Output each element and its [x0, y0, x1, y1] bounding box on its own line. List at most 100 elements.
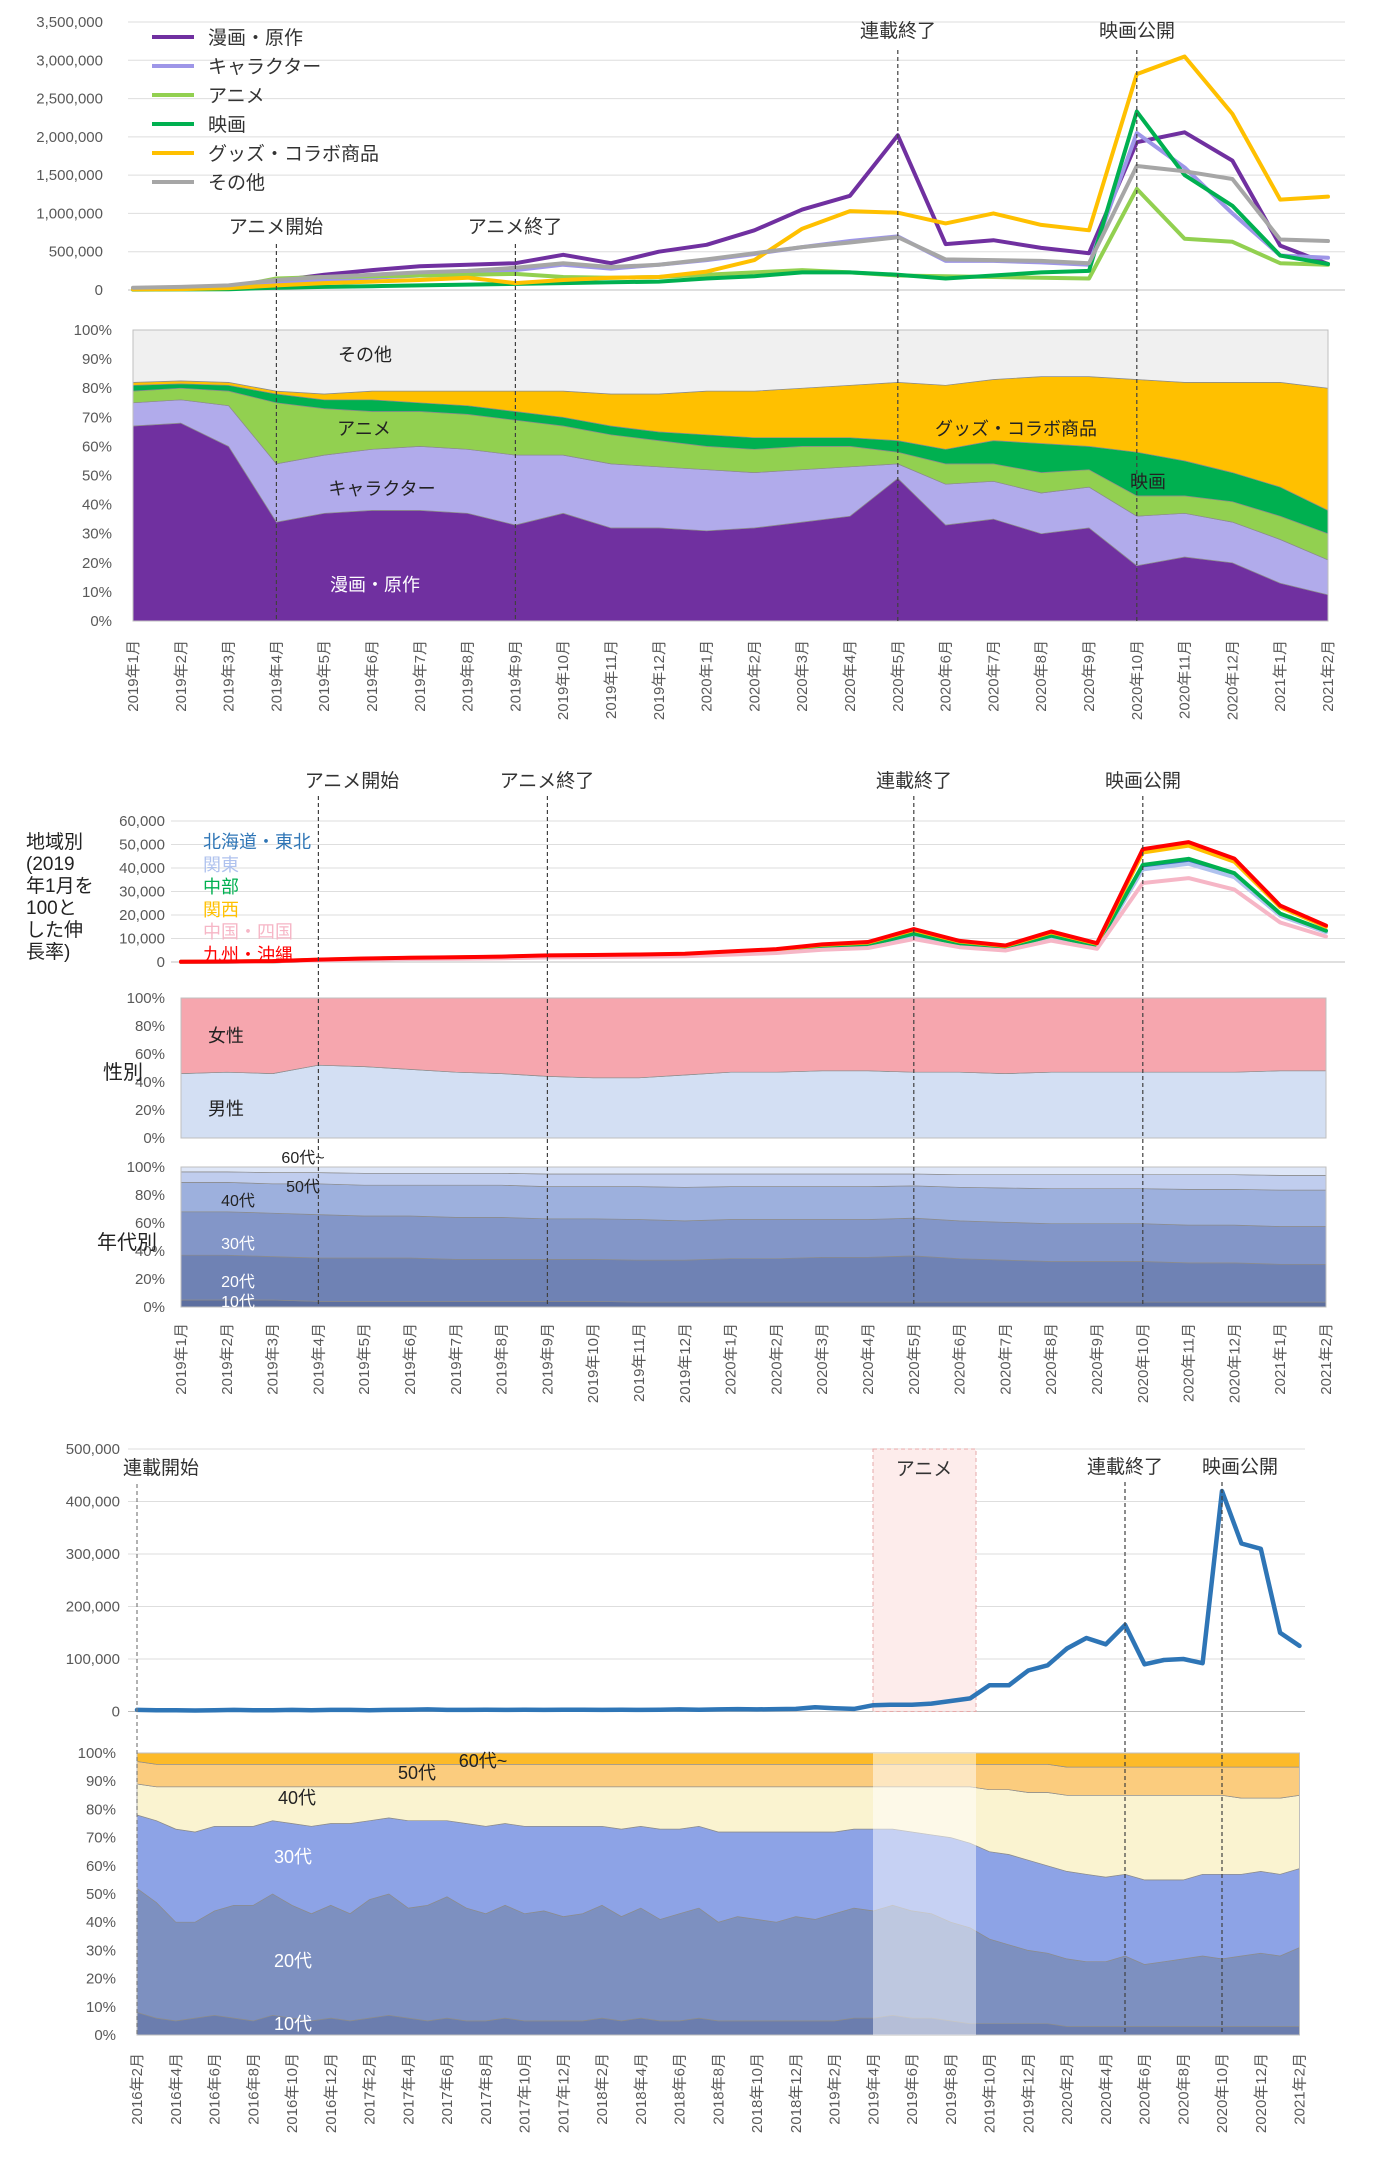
legend-label: 漫画・原作 [208, 28, 304, 49]
x-tick-label: 2018年2月 [594, 2053, 611, 2125]
area-label-anime: アニメ [337, 419, 391, 439]
y-tick-label: 60% [86, 1858, 116, 1875]
x-tick-label: 2020年3月 [814, 1323, 831, 1395]
x-tick-label: 2019年9月 [539, 1323, 556, 1395]
x-tick-label: 2019年12月 [1020, 2053, 1037, 2133]
legend-label: キャラクター [208, 57, 322, 78]
x-tick-label: 2020年2月 [746, 640, 763, 712]
charts-layer: 0 500,000 1,000,000 1,500,000 2,000,000 2,500… [36, 14, 1345, 2133]
y-tick-label: 20% [135, 1102, 165, 1119]
y-tick-label: 40% [135, 1243, 165, 1260]
x-tick-label: 2020年10月 [1214, 2053, 1231, 2133]
x-tick-label: 2020年12月 [1253, 2053, 1270, 2133]
y-tick-label: 10% [86, 1999, 116, 2016]
x-tick-label: 2019年2月 [219, 1323, 236, 1395]
x-tick-label: 2020年9月 [1081, 640, 1098, 712]
area-label-character: キャラクター [328, 479, 436, 499]
y-tick-label: 0% [90, 613, 112, 630]
y-tick-label: 20% [86, 1971, 116, 1988]
y-tick-label: 3,000,000 [36, 52, 103, 69]
x-tick-label: 2020年6月 [938, 640, 955, 712]
x-tick-label: 2019年7月 [412, 640, 429, 712]
legend-item-グッズ・コラボ商品: グッズ・コラボ商品 [152, 138, 379, 167]
y-tick-label: 90% [82, 351, 112, 368]
x-tick-label: 2020年3月 [794, 640, 811, 712]
y-tick-label: 50% [82, 468, 112, 485]
x-tick-label: 2019年1月 [125, 640, 142, 712]
x-tick-label: 2019年6月 [364, 640, 381, 712]
x-tick-label: 2021年2月 [1292, 2053, 1309, 2125]
y-tick-label: 100% [127, 990, 165, 1007]
x-tick-label: 2020年10月 [1135, 1323, 1152, 1403]
x-tick-label: 2016年2月 [129, 2053, 146, 2125]
y-tick-label: 60% [82, 438, 112, 455]
x-tick-label: 2016年10月 [284, 2053, 301, 2133]
x-tick-label: 2020年2月 [768, 1323, 785, 1395]
area-label-manga: 漫画・原作 [330, 575, 420, 595]
legend-item-映画: 映画 [152, 109, 379, 138]
s3-annotation-serial-end: 連載終了 [1087, 1456, 1163, 1478]
x-tick-label: 2020年4月 [842, 640, 859, 712]
s2-age-label-30: 30代 [221, 1236, 255, 1253]
y-tick-label: 100% [127, 1159, 165, 1176]
x-tick-label: 2019年2月 [173, 640, 190, 712]
x-tick-label: 2017年4月 [400, 2053, 417, 2125]
s3-age-label-30: 30代 [273, 1847, 313, 1867]
x-tick-label: 2018年10月 [749, 2053, 766, 2133]
legend-item-アニメ: アニメ [152, 80, 379, 109]
gender-label-female: 女性 [208, 1026, 244, 1046]
s2-annotation-anime-end: アニメ終了 [500, 770, 595, 792]
y-tick-label: 70% [86, 1830, 116, 1847]
y-tick-label: 10% [82, 584, 112, 601]
y-tick-label: 80% [135, 1187, 165, 1204]
area-label-eiga: 映画 [1130, 472, 1166, 492]
s2-age-label-60: 60代~ [281, 1150, 325, 1167]
x-tick-label: 2020年9月 [1089, 1323, 1106, 1395]
region-legend-item-北海道・東北: 北海道・東北 [203, 832, 311, 852]
s2-annotation-serial-end: 連載終了 [876, 770, 952, 792]
s3-age-label-60: 60代~ [458, 1751, 508, 1771]
s2-annotation-movie-release: 映画公開 [1105, 770, 1181, 792]
x-tick-label: 2019年11月 [631, 1323, 648, 1402]
x-tick-label: 2017年6月 [439, 2053, 456, 2125]
x-tick-label: 2019年9月 [507, 640, 524, 712]
y-tick-label: 10,000 [119, 931, 165, 948]
x-tick-label: 2019年4月 [268, 640, 285, 712]
s3-annotation-anime-band: アニメ [896, 1459, 953, 1480]
y-tick-label: 2,500,000 [36, 91, 103, 108]
y-tick-label: 2,000,000 [36, 129, 103, 146]
x-tick-label: 2019年2月 [827, 2053, 844, 2125]
area-label-goods: グッズ・コラボ商品 [935, 419, 1097, 439]
y-tick-label: 0 [95, 282, 103, 299]
legend-swatch [152, 63, 194, 68]
x-tick-label: 2020年8月 [1033, 640, 1050, 712]
legend-item-その他: その他 [152, 167, 379, 196]
s2-age-label-40: 40代 [221, 1193, 255, 1210]
x-tick-label: 2019年12月 [677, 1323, 694, 1403]
x-tick-label: 2021年2月 [1318, 1323, 1335, 1395]
x-tick-label: 2021年1月 [1272, 640, 1289, 712]
x-tick-label: 2020年12月 [1226, 1323, 1243, 1403]
x-tick-label: 2019年11月 [603, 640, 620, 719]
s1-annotation-movie-release: 映画公開 [1099, 20, 1175, 42]
y-tick-label: 30,000 [119, 884, 165, 901]
x-tick-label: 2020年7月 [997, 1323, 1014, 1395]
y-tick-label: 0% [143, 1130, 165, 1147]
anime-period-band [872, 1448, 977, 1712]
x-tick-label: 2019年3月 [265, 1323, 282, 1395]
y-tick-label: 40% [86, 1914, 116, 1931]
plot-frame [180, 997, 1327, 1139]
y-tick-label: 40% [135, 1074, 165, 1091]
plot-frame [180, 1166, 1327, 1308]
s2-annotation-anime-start: アニメ開始 [305, 770, 400, 792]
y-tick-label: 40% [82, 497, 112, 514]
x-tick-label: 2017年12月 [555, 2053, 572, 2133]
x-tick-label: 2020年11月 [1181, 1323, 1198, 1402]
anime-period-overlay [873, 1753, 976, 2035]
x-tick-label: 2019年10月 [585, 1323, 602, 1403]
s2-region-axis-title: 地域別 (2019 年1月を 100と した伸 長率) [26, 832, 94, 963]
legend-label: 映画 [208, 115, 247, 136]
x-tick-label: 2018年4月 [633, 2053, 650, 2125]
x-tick-label: 2016年8月 [245, 2053, 262, 2125]
x-tick-label: 2019年10月 [555, 640, 572, 720]
